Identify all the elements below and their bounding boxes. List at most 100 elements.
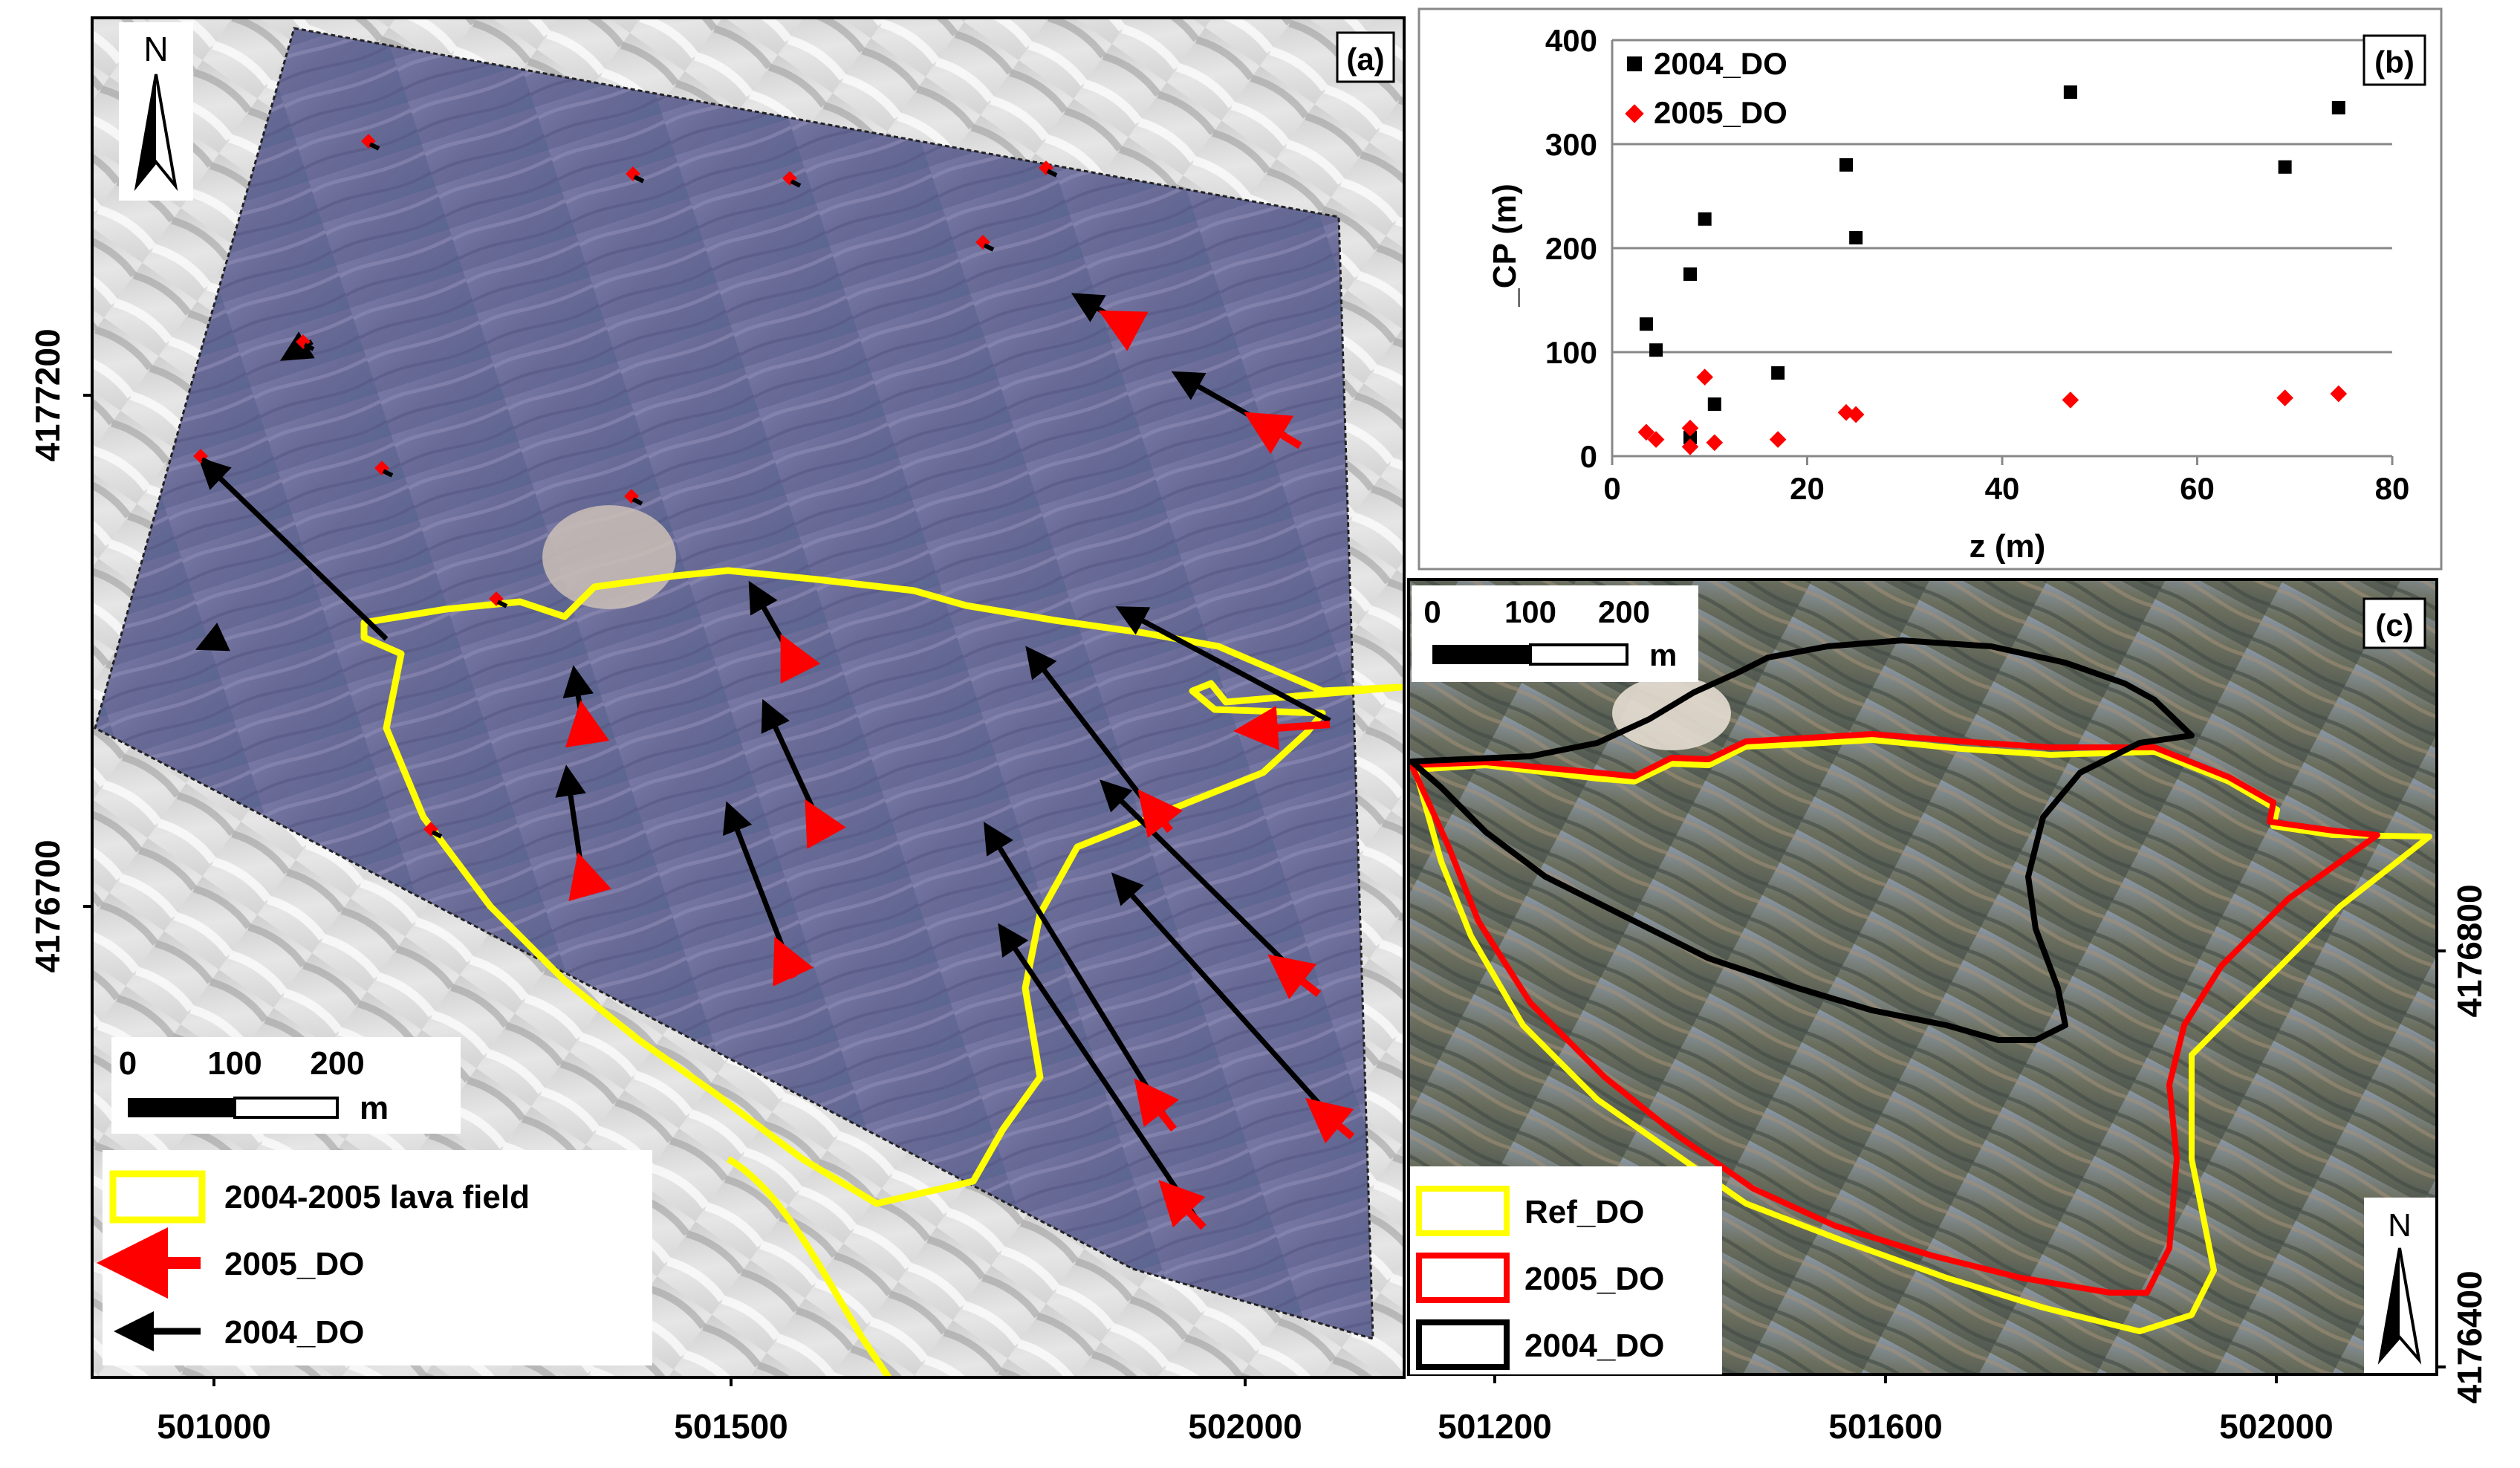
- tick-c-y-4176800: 4176800: [2450, 884, 2489, 1017]
- scalebar-a-label-0: 0: [119, 1045, 137, 1082]
- scalebar-a-label-200: 200: [310, 1045, 364, 1082]
- tick-a-y-4177200: 4177200: [28, 328, 67, 461]
- arrow-2005-9: [805, 799, 846, 849]
- point-2004-4: [1698, 212, 1712, 226]
- marker-2004-0: [368, 142, 380, 151]
- marker-2004-5: [303, 342, 315, 351]
- legend-a-text-lava: 2004-2005 lava field: [224, 1179, 530, 1215]
- tick-b-y-200: 200: [1545, 231, 1597, 266]
- scalebar-a-unit: m: [360, 1090, 389, 1126]
- north-arrow-c: N: [2364, 1198, 2435, 1373]
- point-2005-9: [2062, 392, 2079, 409]
- legend-b-text-2005: 2005_DO: [1654, 95, 1787, 130]
- arrow-2004-15: [195, 623, 230, 652]
- tick-a-y-4176700: 4176700: [28, 839, 67, 972]
- scatter-plot: 0 100 200 300 400 0 20 40 60 80: [1545, 23, 2409, 506]
- legend-c-text-ref: Ref_DO: [1524, 1194, 1644, 1230]
- marker-2004-8: [631, 497, 643, 506]
- point-2004-11: [2331, 101, 2345, 114]
- point-2005-4: [1696, 368, 1714, 386]
- point-2004-0: [1639, 317, 1653, 331]
- arrow-2004-7: [1115, 606, 1331, 724]
- scalebar-c: 0 100 200 m: [1412, 585, 1698, 682]
- point-2004-1: [1649, 343, 1663, 357]
- tick-b-x-0: 0: [1603, 471, 1620, 506]
- scalebar-a: 0 100 200 m: [111, 1037, 461, 1134]
- point-2004-8: [1849, 231, 1863, 244]
- tick-a-x-501000: 501000: [157, 1407, 271, 1446]
- legend-b-text-2004: 2004_DO: [1654, 46, 1787, 81]
- tick-b-y-100: 100: [1545, 335, 1597, 370]
- marker-2004-6: [201, 457, 212, 466]
- arrow-2005-0: [1244, 412, 1302, 455]
- tick-c-x-501600: 501600: [1828, 1407, 1943, 1446]
- point-2005-0: [1637, 423, 1655, 441]
- marker-2004-7: [382, 469, 394, 478]
- point-2005-11: [2330, 385, 2348, 403]
- arrow-2005-6: [1137, 789, 1183, 839]
- scalebar-c-label-100: 100: [1504, 594, 1556, 629]
- point-2005-6: [1769, 431, 1787, 448]
- do-2005-outline: [1409, 731, 2380, 1296]
- tick-b-x-60: 60: [2180, 471, 2215, 506]
- arrow-2005-4: [1305, 1097, 1355, 1144]
- tick-a-x-501500: 501500: [674, 1407, 788, 1446]
- point-2004-3: [1683, 430, 1697, 444]
- arrow-2005-3: [1134, 1078, 1180, 1132]
- panel-a-map: (a) N 0 100 200 m 2004-2005 lava field 2…: [28, 16, 1406, 1446]
- point-2004-10: [2278, 160, 2292, 174]
- tick-a-x-502000: 502000: [1188, 1407, 1302, 1446]
- arrow-2004-3: [983, 822, 1172, 1126]
- tick-c-y-4176400: 4176400: [2450, 1270, 2489, 1403]
- scalebar-c-label-0: 0: [1423, 594, 1441, 629]
- arrow-2005-10: [568, 852, 612, 902]
- point-2004-2: [1683, 267, 1697, 281]
- panel-a-label: (a): [1346, 42, 1384, 77]
- point-2004-9: [2063, 85, 2077, 99]
- x-axis-label: z (m): [1969, 528, 2046, 565]
- point-2005-2: [1681, 419, 1699, 437]
- point-2005-1: [1647, 431, 1665, 448]
- point-2005-8: [1847, 406, 1865, 423]
- legend-a: 2004-2005 lava field 2005_DO 2004_DO: [97, 1150, 652, 1365]
- legend-c-swatch-2004: [1416, 1319, 1510, 1370]
- arrow-2004-2: [998, 923, 1198, 1220]
- panel-b-label: (b): [2374, 45, 2415, 79]
- panel-c-label: (c): [2375, 608, 2413, 643]
- tick-b-x-80: 80: [2375, 471, 2410, 506]
- point-2005-5: [1706, 434, 1724, 452]
- legend-c-swatch-2005: [1416, 1253, 1510, 1303]
- arrow-2005-5: [1267, 954, 1322, 1000]
- point-2005-3: [1681, 438, 1699, 455]
- scalebar-c-unit: m: [1649, 637, 1677, 672]
- marker-2004-3: [1046, 169, 1058, 178]
- tick-b-y-400: 400: [1545, 23, 1597, 58]
- panel-c-frame: [1407, 578, 2438, 1376]
- do-2004-outline: [1409, 637, 2195, 1043]
- tick-b-x-40: 40: [1985, 471, 2020, 506]
- arrow-2005-1: [1098, 310, 1149, 351]
- arrow-2004-4: [1111, 872, 1347, 1134]
- marker-2004-2: [790, 179, 802, 188]
- north-label: N: [143, 30, 168, 68]
- arrow-2005-7: [1233, 705, 1331, 750]
- tick-b-y-300: 300: [1545, 127, 1597, 162]
- tick-b-x-20: 20: [1790, 471, 1825, 506]
- axis-c-x: 501200 501600 502000: [1438, 1374, 2334, 1446]
- legend-a-text-2005: 2005_DO: [224, 1246, 364, 1282]
- axis-a-y: 4177200 4176700: [28, 328, 92, 973]
- legend-c-text-2005: 2005_DO: [1524, 1261, 1664, 1297]
- marker-2004-9: [496, 600, 508, 608]
- scalebar-a-label-100: 100: [207, 1045, 262, 1082]
- north-arrow: N: [119, 22, 193, 201]
- legend-a-swatch-lava: [109, 1170, 206, 1224]
- arrow-2005-12: [780, 634, 821, 684]
- panel-b-frame: [1418, 7, 2443, 571]
- north-label-c: N: [2388, 1207, 2412, 1244]
- point-2004-6: [1771, 366, 1785, 380]
- tick-c-x-502000: 502000: [2219, 1407, 2334, 1446]
- tick-b-y-0: 0: [1580, 439, 1597, 474]
- y-axis-label: _CP (m): [1487, 184, 1523, 307]
- point-2004-7: [1839, 158, 1853, 172]
